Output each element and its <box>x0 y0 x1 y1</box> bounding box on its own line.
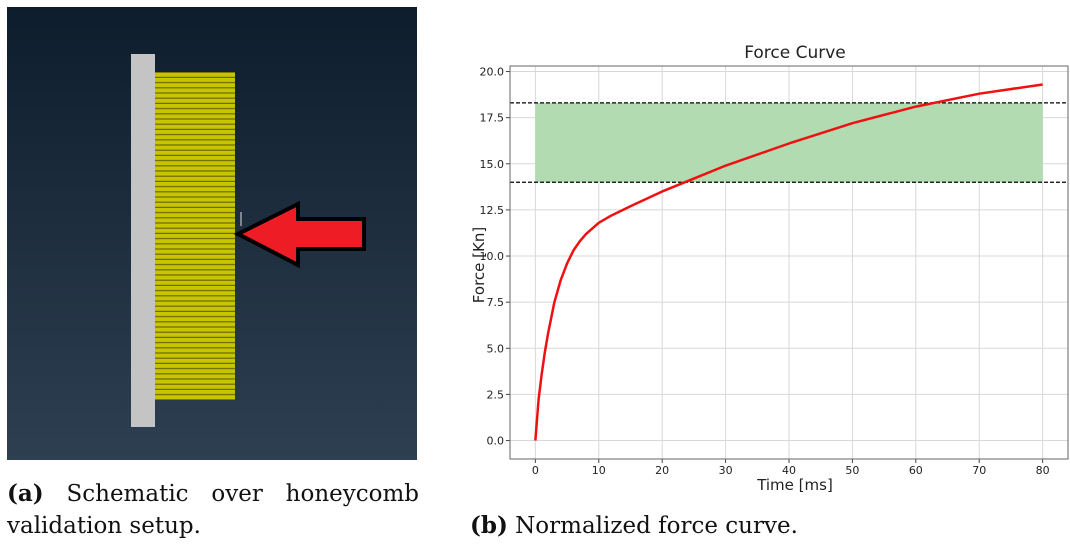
x-tick-label: 30 <box>719 464 733 477</box>
caption-a-text: Schematic over honeycomb validation setu… <box>7 481 419 539</box>
wall-plate <box>131 54 155 427</box>
x-tick-label: 70 <box>972 464 986 477</box>
caption-b: (b) Normalized force curve. <box>470 510 798 542</box>
y-tick-label: 15.0 <box>480 158 505 171</box>
caption-a-label: (a) <box>7 480 44 507</box>
x-tick-label: 10 <box>592 464 606 477</box>
y-tick-label: 7.5 <box>487 296 505 309</box>
y-tick-label: 5.0 <box>487 342 505 355</box>
chart-title: Force Curve <box>744 43 846 63</box>
x-tick-label: 50 <box>845 464 859 477</box>
y-tick-label: 20.0 <box>480 66 505 79</box>
y-tick-label: 10.0 <box>480 250 505 263</box>
y-axis-label: Force [Kn] <box>470 227 488 303</box>
x-tick-label: 60 <box>909 464 923 477</box>
y-tick-label: 0.0 <box>487 435 505 448</box>
x-axis-label: Time [ms] <box>756 476 833 494</box>
y-tick-label: 12.5 <box>480 204 505 217</box>
caption-b-text: Normalized force curve. <box>515 513 798 539</box>
caption-b-label: (b) <box>470 512 508 539</box>
honeycomb-block <box>155 72 235 400</box>
chart: Force Curve Time [ms] Force [Kn] 0 10 20 30… <box>470 43 1069 494</box>
x-tick-label: 0 <box>532 464 539 477</box>
force-arrow <box>233 200 366 269</box>
x-tick-label: 80 <box>1036 464 1050 477</box>
schematic <box>7 7 417 460</box>
caption-a: (a) Schematic over honeycomb validation … <box>7 478 419 542</box>
x-tick-label: 20 <box>655 464 669 477</box>
y-tick-label: 17.5 <box>480 112 505 125</box>
x-tick-label: 40 <box>782 464 796 477</box>
y-tick-label: 2.5 <box>487 388 505 401</box>
force-line <box>534 83 1043 441</box>
plot-frame <box>509 65 1069 460</box>
